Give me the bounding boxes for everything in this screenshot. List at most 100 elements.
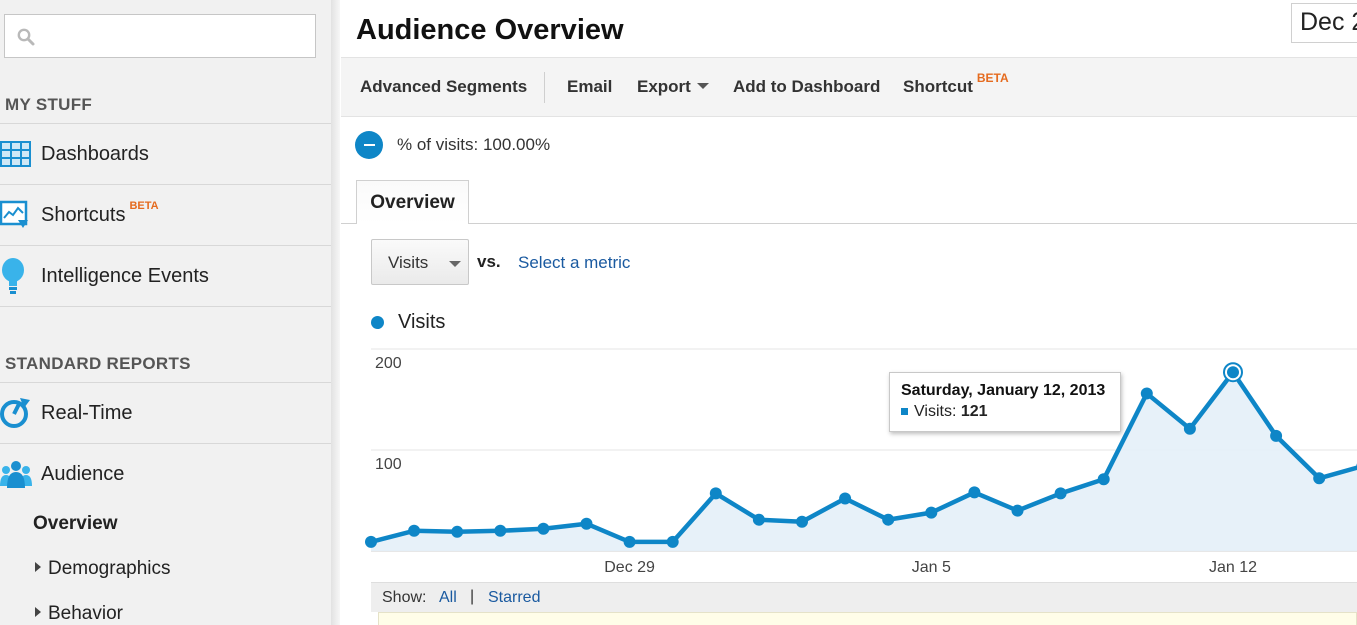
sidebar-item-label: Intelligence Events	[41, 264, 209, 287]
data-point	[968, 486, 981, 499]
sidebar-subitem-label: Demographics	[48, 558, 171, 579]
data-point	[1183, 422, 1196, 435]
data-point	[408, 524, 421, 537]
toolbar-divider	[544, 72, 545, 103]
y-tick-label: 100	[375, 456, 402, 473]
tooltip-metric: Visits: 121	[901, 403, 1120, 421]
legend-label: Visits	[398, 311, 446, 333]
sidebar-item-dashboards[interactable]: Dashboards	[0, 123, 331, 184]
x-tick-label: Jan 5	[912, 559, 951, 576]
page-title: Audience Overview	[356, 14, 624, 46]
data-point	[494, 524, 507, 537]
visits-line-chart[interactable]: 200 100 Dec 29 Jan 5 Jan 12	[341, 340, 1357, 582]
data-point	[1313, 472, 1326, 485]
advanced-segments-button[interactable]: Advanced Segments	[360, 77, 528, 96]
date-range-picker[interactable]: Dec 2	[1291, 3, 1357, 43]
select-metric-link[interactable]: Select a metric	[518, 253, 631, 272]
sidebar-item-label: Audience	[41, 462, 125, 485]
tooltip-metric-label: Visits:	[914, 403, 957, 420]
series-swatch-icon	[901, 408, 908, 415]
audience-icon	[0, 444, 41, 505]
data-point	[365, 535, 377, 548]
beta-badge: BETA	[129, 199, 159, 212]
data-point	[537, 522, 550, 535]
search-box[interactable]	[4, 14, 316, 58]
sidebar-item-label: Shortcuts	[41, 203, 126, 226]
segment-indicator: % of visits: 100.00%	[355, 131, 550, 159]
beta-badge: BETA	[976, 71, 1009, 85]
main-content: Audience Overview Dec 2 Advanced Segment…	[341, 0, 1357, 625]
metric-select-label: Visits	[388, 253, 429, 272]
divider	[0, 306, 331, 307]
sidebar-item-real-time[interactable]: Real-Time	[0, 382, 331, 443]
data-point	[796, 515, 808, 528]
my-stuff-heading: MY STUFF	[5, 95, 93, 114]
metric-select[interactable]: Visits	[371, 239, 469, 285]
sidebar-item-label: Dashboards	[41, 142, 149, 165]
data-point	[839, 492, 852, 505]
pie-segment-icon	[355, 131, 383, 159]
vs-label: vs.	[477, 252, 501, 271]
separator: |	[470, 588, 475, 605]
export-label: Export	[637, 77, 691, 96]
search-icon	[17, 28, 35, 46]
data-point	[1227, 366, 1239, 379]
standard-reports-heading: STANDARD REPORTS	[5, 354, 191, 373]
series-line	[370, 369, 1357, 545]
show-label: Show:	[382, 589, 427, 606]
sidebar-subitem-label: Behavior	[48, 603, 123, 624]
shortcuts-icon	[0, 185, 41, 246]
sidebar-subitem-overview[interactable]: Overview	[33, 513, 118, 534]
email-button[interactable]: Email	[567, 77, 613, 96]
data-point	[580, 517, 593, 530]
tab-overview[interactable]: Overview	[356, 180, 469, 224]
legend-dot-icon	[371, 316, 384, 329]
data-point	[1054, 487, 1067, 500]
y-tick-label: 200	[375, 355, 402, 372]
data-point	[752, 513, 765, 526]
data-point	[709, 487, 722, 500]
x-tick-label: Dec 29	[604, 559, 655, 576]
data-point	[1097, 473, 1110, 486]
shortcut-button[interactable]: Shortcut BETA	[903, 71, 1009, 97]
export-button[interactable]: Export	[637, 77, 709, 97]
data-point	[451, 525, 464, 538]
caret-right-icon	[35, 562, 41, 572]
data-point	[1140, 387, 1153, 400]
search-input[interactable]	[47, 23, 307, 49]
show-starred-link[interactable]: Starred	[488, 589, 541, 606]
sidebar-item-audience[interactable]: Audience	[0, 443, 331, 504]
tooltip-date: Saturday, January 12, 2013	[901, 382, 1106, 399]
chart-tooltip: Saturday, January 12, 2013 Visits: 121	[889, 372, 1121, 432]
data-point	[925, 506, 938, 519]
caret-right-icon	[35, 607, 41, 617]
chevron-down-icon	[449, 261, 461, 267]
segment-label: % of visits: 100.00%	[397, 135, 551, 154]
data-point	[882, 513, 895, 526]
show-all-link[interactable]: All	[439, 589, 457, 606]
table-area	[378, 612, 1357, 625]
data-point	[623, 535, 636, 548]
sidebar-subitem-demographics[interactable]: Demographics	[35, 558, 171, 580]
realtime-icon	[0, 383, 41, 444]
sidebar-item-shortcuts[interactable]: Shortcuts BETA	[0, 184, 331, 245]
toolbar: Advanced Segments Email Export Add to Da…	[341, 57, 1357, 117]
sidebar-item-intelligence-events[interactable]: Intelligence Events	[0, 245, 331, 306]
add-to-dashboard-button[interactable]: Add to Dashboard	[733, 77, 881, 96]
sidebar-subitem-behavior[interactable]: Behavior	[35, 603, 123, 625]
x-tick-label: Jan 12	[1209, 559, 1257, 576]
sidebar-item-label: Real-Time	[41, 401, 133, 424]
chart-legend: Visits	[371, 311, 445, 334]
chevron-down-icon	[696, 83, 709, 89]
tab-bar-line	[341, 223, 1357, 224]
tooltip-metric-value: 121	[960, 403, 988, 420]
data-point	[1011, 504, 1024, 517]
data-point	[1270, 429, 1283, 442]
table-filter-bar: Show: All | Starred	[371, 582, 1357, 612]
sidebar: MY STUFF Dashboards Shortcuts BETA	[0, 0, 340, 625]
lightbulb-icon	[0, 246, 41, 307]
shortcut-label: Shortcut	[903, 77, 973, 96]
data-point	[666, 535, 679, 548]
dashboard-grid-icon	[0, 124, 41, 185]
series-area	[371, 372, 1357, 551]
